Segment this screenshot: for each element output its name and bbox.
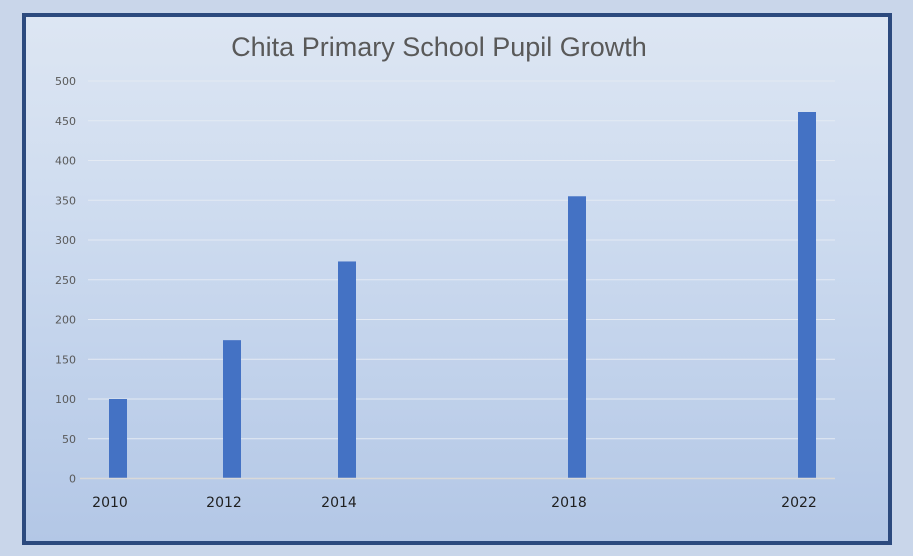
y-tick-label: 0 xyxy=(69,473,76,486)
gridlines xyxy=(88,80,835,440)
bars xyxy=(109,112,816,479)
bar-2012 xyxy=(223,340,241,479)
y-tick-label: 500 xyxy=(55,75,76,88)
bar-2010 xyxy=(109,399,127,479)
y-tick-label: 350 xyxy=(55,194,76,207)
y-tick-label: 250 xyxy=(55,274,76,287)
bar-2022 xyxy=(798,112,816,479)
x-tick-label: 2022 xyxy=(781,495,817,511)
x-tick-label: 2010 xyxy=(92,495,128,511)
bar-2014 xyxy=(338,261,356,479)
y-tick-label: 300 xyxy=(55,234,76,247)
x-tick-label: 2014 xyxy=(321,495,357,511)
y-tick-label: 450 xyxy=(55,115,76,128)
x-tick-label: 2012 xyxy=(206,495,242,511)
y-tick-label: 200 xyxy=(55,314,76,327)
chart-title: Chita Primary School Pupil Growth xyxy=(231,32,647,62)
x-tick-label: 2018 xyxy=(551,495,587,511)
y-tick-label: 400 xyxy=(55,155,76,168)
x-axis-ticks: 2010 2012 2014 2018 2022 xyxy=(92,495,817,511)
bar-2018 xyxy=(568,196,586,479)
y-tick-label: 50 xyxy=(62,433,76,446)
chart-frame xyxy=(22,13,892,545)
y-tick-label: 150 xyxy=(55,353,76,366)
y-axis-ticks: 0 50 100 150 200 250 300 350 400 450 500 xyxy=(55,75,76,486)
y-tick-label: 100 xyxy=(55,393,76,406)
